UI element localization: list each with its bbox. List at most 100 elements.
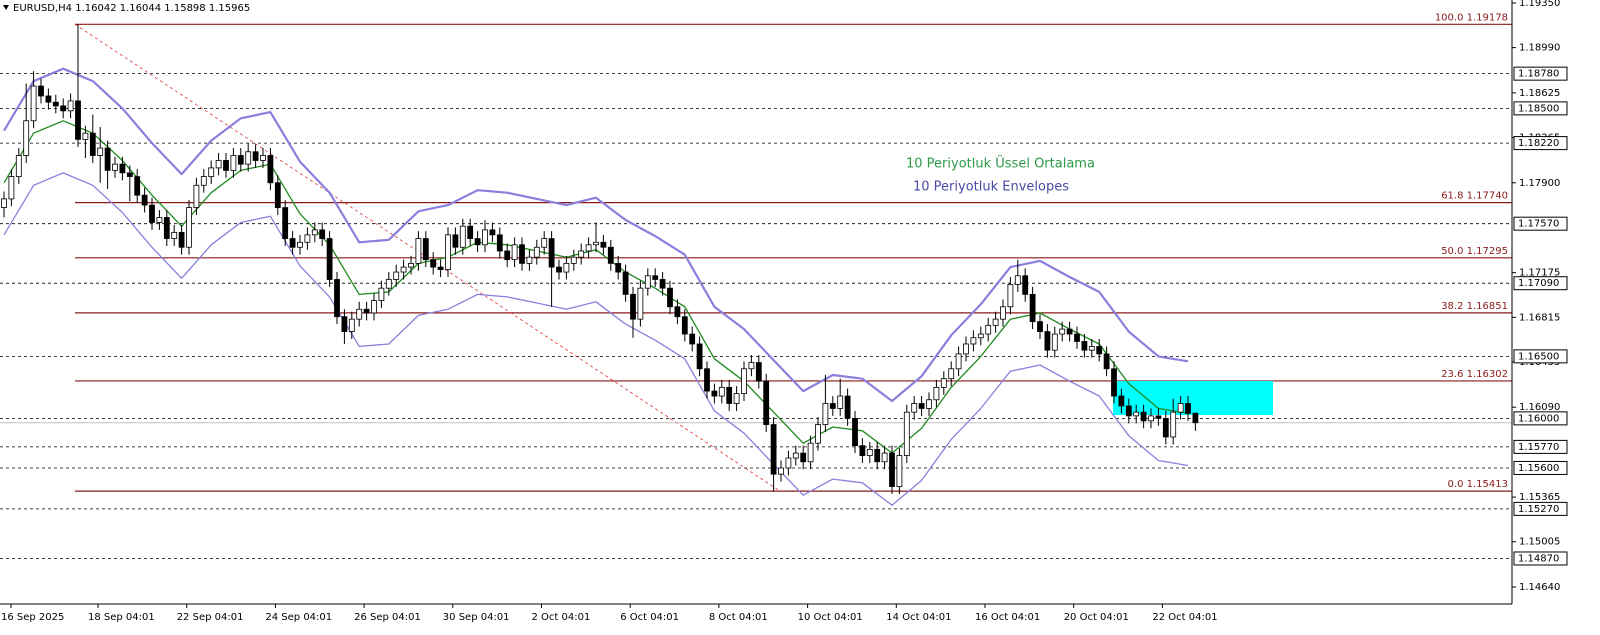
x-tick-label: 8 Oct 04:01 <box>709 612 768 623</box>
level-label: 1.17570 <box>1518 219 1559 230</box>
level-box <box>1513 460 1568 475</box>
candle-body <box>186 207 192 248</box>
candle-body <box>393 271 400 280</box>
candle-body <box>230 155 237 171</box>
x-tick-label: 24 Sep 04:01 <box>265 612 332 623</box>
candle-body <box>1096 346 1103 355</box>
candle-body <box>955 353 962 370</box>
level-box <box>1513 439 1568 454</box>
level-box <box>1513 276 1568 291</box>
candle-body <box>408 262 414 268</box>
candle-body <box>260 155 266 161</box>
fib-price: 1.19178 <box>1467 12 1508 23</box>
candle-body <box>977 333 984 339</box>
candle-body <box>770 424 777 475</box>
candle-body <box>1185 403 1191 414</box>
candle-body <box>1051 333 1058 351</box>
fib-price: 1.17740 <box>1467 191 1508 202</box>
level-label: 1.18220 <box>1518 138 1559 149</box>
candle-body <box>807 442 814 463</box>
candle-body <box>141 194 148 206</box>
candle-body <box>1103 353 1110 370</box>
candle-body <box>223 160 229 171</box>
candle-body <box>800 452 807 463</box>
candle-body <box>1111 368 1117 397</box>
fib-price: 1.16302 <box>1467 369 1508 380</box>
candle-body <box>237 155 244 165</box>
y-tick-label: 1.18625 <box>1519 88 1560 99</box>
candle-body <box>437 266 444 270</box>
candle-body <box>311 229 318 236</box>
chart-header: EURUSD,H4 1.16042 1.16044 1.15898 1.1596… <box>13 3 250 14</box>
candle-body <box>163 217 170 239</box>
level-box <box>1513 66 1568 81</box>
candle-body <box>637 287 644 320</box>
candle-body <box>1037 321 1043 332</box>
candle-body <box>245 151 252 165</box>
levels-layer: 100.0 1.19178 61.8 1.17740 50.0 1.17295 38.… <box>0 12 1512 559</box>
candle-body <box>341 316 348 332</box>
candle-body <box>326 238 333 280</box>
candle-body <box>593 241 599 246</box>
candle-body <box>1125 405 1132 417</box>
indicator-line <box>3 67 1189 403</box>
x-tick-label: 6 Oct 04:01 <box>620 612 679 623</box>
candle-body <box>911 403 918 413</box>
candle-body <box>75 100 81 140</box>
fib-level: 61.8 <box>1441 191 1463 202</box>
fib-price: 1.15413 <box>1467 479 1508 490</box>
candle-body <box>104 147 111 171</box>
candle-body <box>89 132 96 156</box>
candle-body <box>755 362 762 382</box>
y-tick-label: 1.17175 <box>1519 268 1560 279</box>
x-tick-label: 2 Oct 04:01 <box>532 612 591 623</box>
candle-body <box>445 234 451 270</box>
fib-label: 38.2 1.16851 <box>1441 301 1508 312</box>
level-box <box>1513 501 1568 516</box>
y-tick-label: 1.19350 <box>1519 0 1560 9</box>
y-tick-label: 1.15005 <box>1519 537 1560 548</box>
candle-body <box>785 457 792 469</box>
x-tick-label: 26 Sep 04:01 <box>354 612 421 623</box>
candle-body <box>526 256 533 264</box>
fib-label: 61.8 1.17740 <box>1441 191 1508 202</box>
x-tick-label: 14 Oct 04:01 <box>886 612 951 623</box>
candle-body <box>267 155 274 184</box>
candle-body <box>1074 333 1080 342</box>
y-tick-label: 1.17900 <box>1519 178 1560 189</box>
level-box <box>1513 551 1568 566</box>
candle-body <box>1007 284 1014 308</box>
close: 1.15965 <box>209 3 250 14</box>
candle-body <box>304 234 311 243</box>
candle-body <box>704 368 710 392</box>
candle-body <box>585 244 592 252</box>
fib-level: 0.0 <box>1448 479 1464 490</box>
candle-body <box>726 386 733 404</box>
y-tick-label: 1.15365 <box>1519 492 1560 503</box>
candle-body <box>1170 411 1177 438</box>
candle-body <box>52 101 59 107</box>
candle-body <box>112 163 118 171</box>
candle-body <box>297 241 303 248</box>
candle-body <box>859 445 866 456</box>
candle-body <box>1066 328 1073 335</box>
candle-body <box>689 333 696 345</box>
candle-body <box>8 176 15 200</box>
candle-body <box>1000 306 1006 320</box>
x-tick-label: 22 Sep 04:01 <box>177 612 244 623</box>
candle-body <box>733 393 740 404</box>
candle-body <box>348 318 355 332</box>
candle-body <box>1 198 7 208</box>
candle-body <box>903 411 910 456</box>
candle-body <box>82 132 89 140</box>
candle-body <box>985 324 992 335</box>
candle-body <box>378 287 385 301</box>
candle-body <box>926 399 932 409</box>
candle-body <box>918 403 925 409</box>
candle-body <box>889 452 895 487</box>
candle-body <box>60 105 67 112</box>
marks-layer <box>1 24 1199 506</box>
level-label: 1.15270 <box>1518 504 1559 515</box>
candle-body <box>1088 346 1095 351</box>
